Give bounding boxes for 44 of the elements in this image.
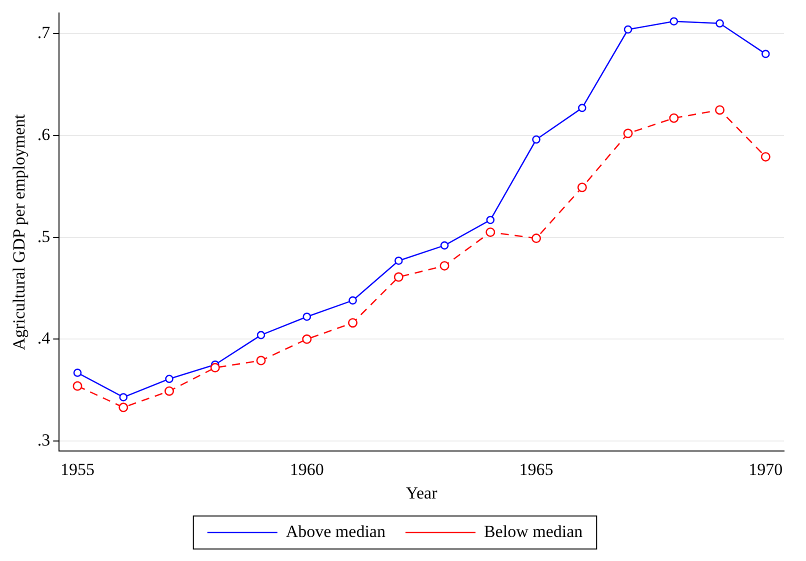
point bbox=[256, 330, 266, 340]
y-tick-label: .4 bbox=[37, 328, 51, 348]
point bbox=[440, 261, 450, 271]
point bbox=[73, 368, 82, 377]
point bbox=[670, 17, 678, 26]
legend-label: Above median bbox=[286, 522, 386, 541]
x-tick-label: 1955 bbox=[60, 460, 94, 479]
point bbox=[716, 19, 724, 28]
point bbox=[486, 216, 495, 224]
point bbox=[165, 374, 174, 384]
point bbox=[532, 234, 542, 244]
point bbox=[164, 386, 174, 396]
point bbox=[440, 241, 449, 250]
point bbox=[760, 152, 770, 162]
y-tick-label: .6 bbox=[37, 124, 50, 144]
point bbox=[623, 128, 633, 138]
point bbox=[669, 113, 679, 123]
y-tick-label: .3 bbox=[37, 430, 50, 450]
point bbox=[532, 135, 540, 144]
y-tick-label: .5 bbox=[37, 226, 50, 246]
point bbox=[486, 227, 496, 237]
point bbox=[762, 50, 770, 58]
point bbox=[577, 182, 587, 192]
point bbox=[302, 334, 312, 344]
point bbox=[394, 256, 403, 265]
legend-label: Below median bbox=[484, 522, 584, 541]
point bbox=[348, 296, 357, 305]
x-axis-title: Year bbox=[406, 483, 438, 502]
point bbox=[210, 362, 220, 372]
point bbox=[715, 105, 725, 115]
x-tick-label: 1960 bbox=[290, 460, 324, 479]
point bbox=[624, 25, 632, 34]
y-axis-title: Agricultural GDP per employment bbox=[10, 114, 29, 350]
x-tick-label: 1965 bbox=[519, 460, 554, 479]
point bbox=[302, 312, 312, 321]
x-tick-label: 1970 bbox=[748, 460, 783, 479]
point bbox=[72, 381, 82, 391]
point bbox=[118, 402, 128, 412]
y-tick-label: .7 bbox=[37, 23, 51, 42]
point bbox=[119, 393, 128, 402]
point bbox=[394, 272, 404, 282]
point bbox=[256, 356, 266, 366]
point bbox=[348, 318, 358, 328]
point bbox=[578, 104, 586, 112]
